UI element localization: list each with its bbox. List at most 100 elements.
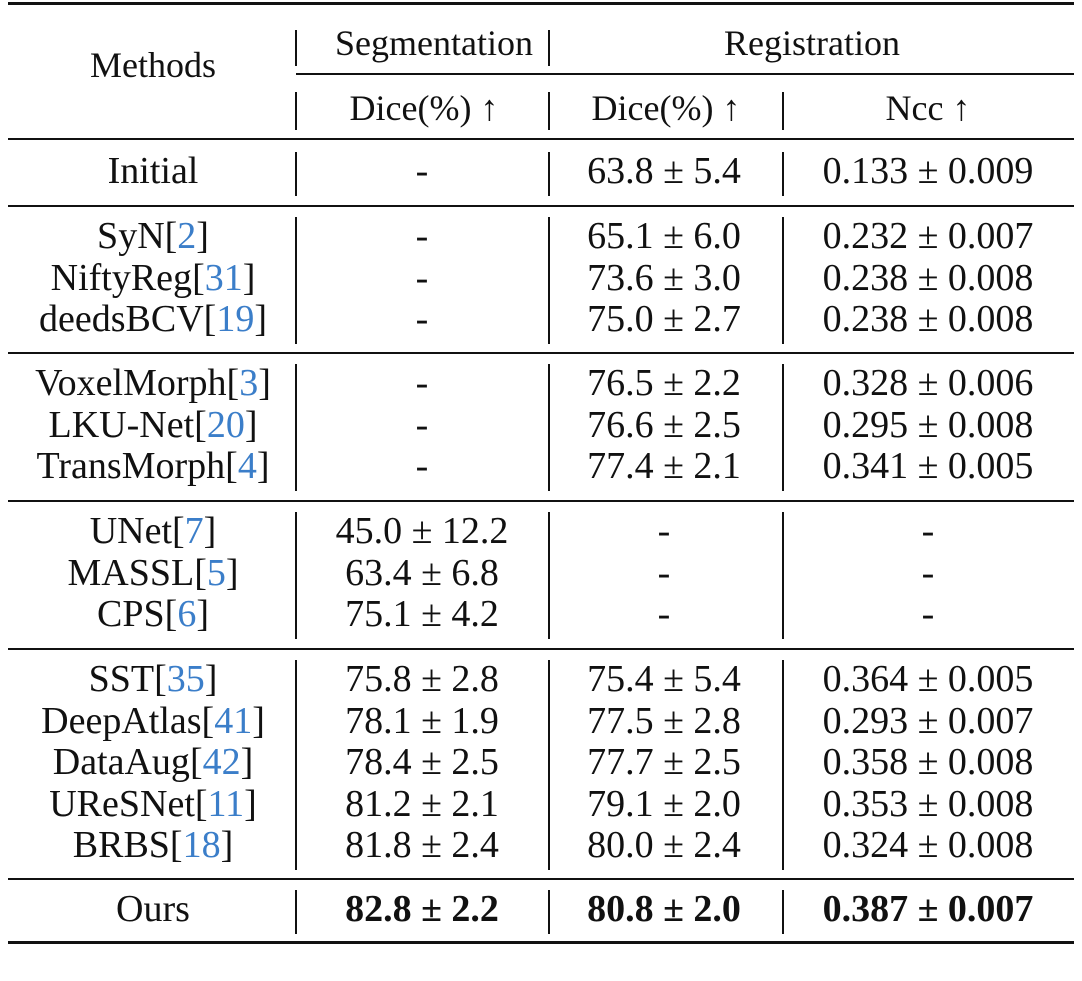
method-name: UReSNet[11] [49,783,257,825]
header-methods: Methods [90,45,216,85]
method-label: UReSNet [49,782,195,825]
ncc-value: 0.293 ± 0.007 [822,699,1034,742]
ncc-value: 0.387 ± 0.007 [822,888,1034,930]
reg-dice-value: 63.8 ± 5.4 [587,150,741,192]
column-divider [782,660,784,870]
ncc-value: 0.295 ± 0.008 [822,403,1034,446]
column-divider [295,660,297,870]
citation-link[interactable]: 20 [206,403,245,446]
citation-link[interactable]: 18 [182,824,221,866]
ncc-value: 0.324 ± 0.008 [822,824,1034,866]
method-label: deedsBCV [39,298,204,340]
citation-link[interactable]: 42 [202,741,241,783]
ncc-value: 0.358 ± 0.008 [822,741,1034,783]
reg-dice-value: 73.6 ± 3.0 [587,256,741,299]
reg-dice-value: 79.1 ± 2.0 [587,782,741,825]
cite-bracket: ] [220,824,234,866]
citation-link[interactable]: 35 [166,658,205,700]
citation-link[interactable]: 3 [239,362,259,404]
cite-bracket: [ [189,741,203,783]
citation-link[interactable]: 2 [177,215,197,257]
seg-dice-value: 45.0 ± 12.2 [335,510,509,552]
method-name: DeepAtlas[41] [41,700,265,742]
citation-link[interactable]: 4 [237,445,257,487]
header-segmentation: Segmentation [335,23,533,63]
ncc-value: 0.353 ± 0.008 [822,782,1034,825]
seg-dice-value: 78.4 ± 2.5 [345,741,499,783]
header-divider [295,92,297,130]
header-divider [295,30,297,66]
group-rule [8,205,1074,207]
header-bottom-rule [8,138,1074,140]
reg-dice-value: 77.7 ± 2.5 [587,741,741,783]
reg-dice-value: - [657,510,671,552]
column-divider [548,890,550,934]
column-divider [548,660,550,870]
cite-bracket: [ [203,298,217,340]
ncc-value: 0.238 ± 0.008 [822,256,1034,299]
method-label: SyN [97,215,165,257]
method-name: deedsBCV[19] [39,298,267,340]
method-name: MASSL[5] [67,552,238,594]
ncc-value: 0.238 ± 0.008 [822,298,1034,340]
reg-dice-value: 75.4 ± 5.4 [587,658,741,700]
method-label: NiftyReg [50,256,193,299]
method-label: MASSL [67,551,195,594]
header-divider [548,92,550,130]
reg-dice-value: 65.1 ± 6.0 [587,215,741,257]
top-rule [8,2,1074,5]
citation-link[interactable]: 41 [214,699,253,742]
ncc-value: - [921,593,935,635]
header-divider [782,92,784,130]
reg-dice-value: 80.0 ± 2.4 [587,824,741,866]
reg-dice-value: 77.4 ± 2.1 [587,445,741,487]
column-divider [548,217,550,344]
column-divider [295,152,297,196]
cite-bracket: ] [240,741,254,783]
citation-link[interactable]: 11 [207,782,245,825]
ncc-value: 0.341 ± 0.005 [822,445,1034,487]
cite-bracket: ] [254,298,267,340]
citation-link[interactable]: 19 [216,298,255,340]
ncc-value: - [921,510,935,552]
column-divider [295,364,297,491]
column-divider [295,217,297,344]
method-label: VoxelMorph [35,362,227,404]
reg-dice-value: 76.5 ± 2.2 [587,362,741,404]
cite-bracket: [ [192,256,205,299]
header-reg-dice: Dice(%) ↑ [591,88,741,128]
ncc-value: 0.328 ± 0.006 [822,362,1034,404]
cite-bracket: ] [196,215,209,257]
bottom-rule [8,941,1074,944]
cite-bracket: ] [258,362,271,404]
citation-link[interactable]: 6 [177,593,197,635]
seg-dice-value: 81.2 ± 2.1 [345,782,499,825]
method-label: DataAug [52,741,190,783]
header-sub-rule [296,73,1074,75]
cite-bracket: ] [256,445,270,487]
ncc-value: 0.364 ± 0.005 [822,658,1034,700]
seg-dice-value: - [415,150,429,192]
citation-link[interactable]: 7 [184,510,204,552]
ncc-value: 0.133 ± 0.009 [822,150,1034,192]
citation-link[interactable]: 5 [206,551,226,594]
reg-dice-value: - [657,593,671,635]
cite-bracket: [ [194,551,207,594]
method-name: DataAug[42] [53,741,254,783]
seg-dice-value: - [415,403,429,446]
cite-bracket: [ [172,510,185,552]
header-divider [548,30,550,66]
method-label: SST [88,658,155,700]
reg-dice-value: 75.0 ± 2.7 [587,298,741,340]
group-rule [8,878,1074,880]
citation-link[interactable]: 31 [204,256,243,299]
reg-dice-value: 76.6 ± 2.5 [587,403,741,446]
cite-bracket: [ [169,824,183,866]
method-name: SST[35] [89,658,218,700]
column-divider [295,890,297,934]
header-ncc: Ncc ↑ [885,88,971,128]
reg-dice-value: - [657,551,671,594]
column-divider [548,364,550,491]
method-label: CPS [97,593,165,635]
seg-dice-value: 75.1 ± 4.2 [345,593,499,635]
